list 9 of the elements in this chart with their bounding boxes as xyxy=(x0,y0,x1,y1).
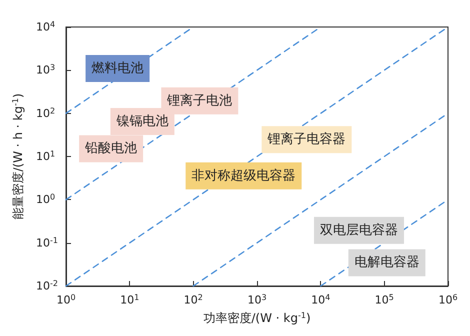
annotation: 双电层电容器 xyxy=(320,222,398,238)
annotation: 电解电容器 xyxy=(354,254,420,270)
annotation: 铅酸电池 xyxy=(84,141,138,156)
annotation: 锂离子电池 xyxy=(166,92,232,108)
annotation: 燃料电池 xyxy=(92,60,144,76)
annotation: 镍镉电池 xyxy=(115,114,168,130)
annotation: 非对称超级电容器 xyxy=(192,167,296,184)
annotation: 锂离子电容器 xyxy=(266,131,346,148)
y-axis-title: 能量密度/(W · h · kg-1) xyxy=(11,93,25,220)
